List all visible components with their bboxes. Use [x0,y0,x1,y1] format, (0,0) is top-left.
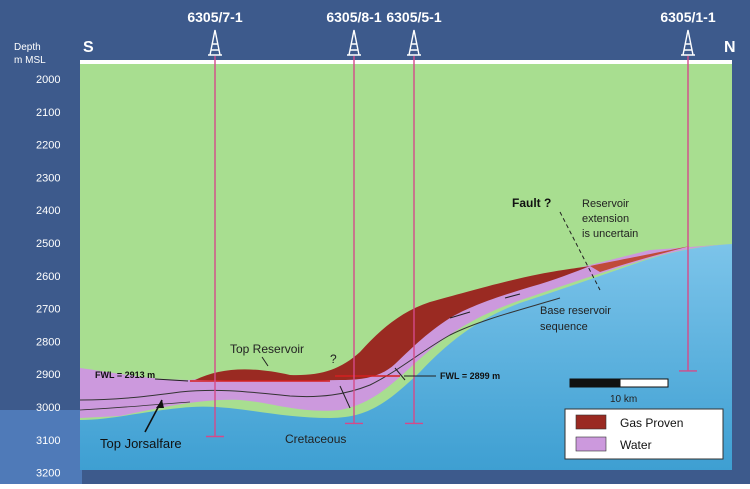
axis-tick-2800: 2800 [36,336,60,348]
axis-tick-2200: 2200 [36,140,60,152]
well-1: 6305/7-1 [187,9,243,438]
fault-label: Fault ? [512,196,551,210]
legend-swatch-gas [575,414,607,430]
scale-bar: 10 km [569,378,669,405]
axis-tick-2700: 2700 [36,304,60,316]
axis-tick-3000: 3000 [36,402,60,414]
axis-label-depth: Depth [14,42,41,53]
axis-tick-2400: 2400 [36,205,60,217]
scale-bar-label: 10 km [610,394,637,405]
drilling-rig-icon [681,29,695,56]
legend-swatch-water [575,436,607,452]
axis-tick-2300: 2300 [36,172,60,184]
well-name: 6305/1-1 [660,9,715,25]
fault-line [559,211,601,291]
well-2: 6305/8-1 [326,9,382,425]
fwl-left-label: FWL = 2913 m [95,370,155,380]
top-jorsalfare-label: Top Jorsalfare [100,436,182,451]
well-4: 6305/1-1 [660,9,716,372]
top-reservoir-label: Top Reservoir [230,342,304,356]
wells: 6305/7-1 6305/8-1 6305/5-1 6305/1-1 [187,9,716,438]
axis-tick-2100: 2100 [36,107,60,119]
fwl-right-label: FWL = 2899 m [440,371,500,381]
legend-label-gas: Gas Proven [620,416,683,430]
well-name: 6305/7-1 [187,9,242,25]
direction-north: N [724,39,736,56]
axis-tick-2500: 2500 [36,238,60,250]
drilling-rig-icon [208,29,222,56]
legend-label-water: Water [620,438,652,452]
axis-tick-3100: 3100 [36,435,60,447]
drilling-rig-icon [347,29,361,56]
gas-proven-layer [195,266,590,381]
axis-label-unit: m MSL [14,55,46,66]
well-name: 6305/5-1 [386,9,441,25]
reservoir-ext-line2: extension [582,213,629,225]
base-reservoir-line2: sequence [540,321,588,333]
well-name: 6305/8-1 [326,9,381,25]
direction-south: S [83,39,94,56]
well-3: 6305/5-1 [386,9,442,425]
reservoir-ext-line3: is uncertain [582,228,638,240]
axis-tick-3200: 3200 [36,468,60,480]
legend: Gas Proven Water [564,408,724,460]
axis-tick-2900: 2900 [36,369,60,381]
axis-tick-2000: 2000 [36,74,60,86]
frame-corner [0,410,82,484]
depth-axis: Depth m MSL 2000 2100 2200 2300 2400 2500 2600… [14,42,60,480]
cretaceous-label: Cretaceous [285,432,346,446]
axis-tick-2600: 2600 [36,271,60,283]
base-reservoir-line1: Base reservoir [540,305,611,317]
question-mark: ? [330,352,337,366]
annotations: Fault ? Reservoir extension is uncertain… [95,196,638,451]
drilling-rig-icon [407,29,421,56]
reservoir-ext-line1: Reservoir [582,198,629,210]
